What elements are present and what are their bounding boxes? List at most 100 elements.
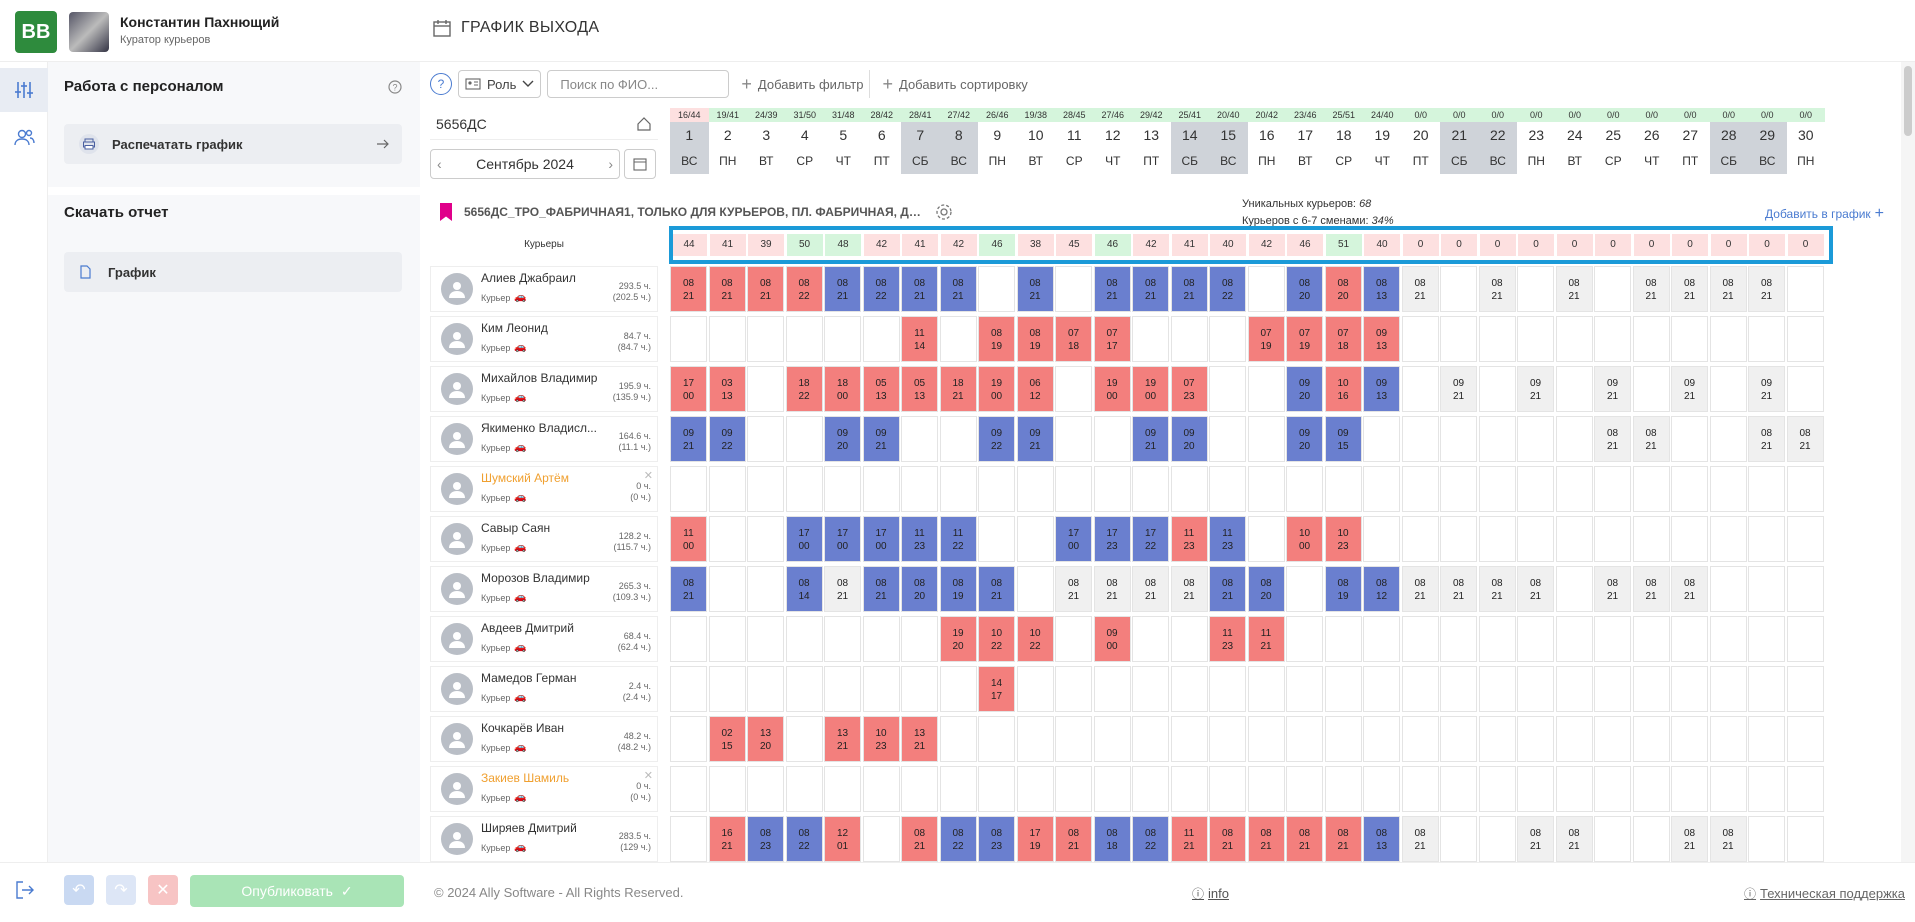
shift-cell[interactable]: 08 21: [1786, 416, 1824, 462]
shift-cell[interactable]: 08 21: [670, 266, 707, 312]
shift-cell[interactable]: 08 23: [978, 816, 1015, 862]
shift-cell-empty[interactable]: [1748, 316, 1785, 362]
shift-cell-empty[interactable]: [1363, 516, 1400, 562]
shift-cell[interactable]: 08 21: [1632, 266, 1670, 312]
shift-cell-empty[interactable]: [1401, 616, 1439, 662]
shift-cell-empty[interactable]: [747, 666, 784, 712]
shift-cell[interactable]: 08 21: [1324, 816, 1362, 862]
shift-cell[interactable]: 08 21: [1055, 816, 1092, 862]
shift-cell-empty[interactable]: [824, 666, 861, 712]
shift-cell-empty[interactable]: [1517, 666, 1554, 712]
shift-cell-empty[interactable]: [747, 566, 784, 612]
shift-cell-empty[interactable]: [1440, 416, 1477, 462]
shift-cell-empty[interactable]: [1055, 766, 1092, 812]
day-column-header[interactable]: 0/0 23 ПН: [1517, 108, 1556, 192]
shift-cell[interactable]: 08 21: [862, 566, 900, 612]
shift-cell-empty[interactable]: [1748, 666, 1785, 712]
day-column-header[interactable]: 28/42 6 ПТ: [862, 108, 901, 192]
day-column-header[interactable]: 24/40 19 ЧТ: [1363, 108, 1402, 192]
shift-cell-empty[interactable]: [1401, 416, 1439, 462]
chevron-right-icon[interactable]: ›: [608, 156, 613, 172]
shift-cell[interactable]: 08 23: [747, 816, 784, 862]
shift-cell[interactable]: 08 21: [708, 266, 746, 312]
shift-cell-empty[interactable]: [1555, 466, 1593, 512]
user-avatar[interactable]: [69, 12, 109, 52]
day-column-header[interactable]: 0/0 29 ВС: [1748, 108, 1787, 192]
shift-cell-empty[interactable]: [1170, 316, 1208, 362]
settings-sliders-button[interactable]: [0, 68, 48, 112]
shift-cell-empty[interactable]: [1594, 766, 1631, 812]
store-selector[interactable]: 5656ДС: [430, 108, 658, 140]
shift-cell-empty[interactable]: [1440, 816, 1477, 862]
shift-cell-empty[interactable]: [708, 466, 746, 512]
shift-cell[interactable]: 11 23: [1209, 516, 1246, 562]
shift-cell[interactable]: 17 19: [1016, 816, 1054, 862]
courier-info[interactable]: Закиев Шамиль Курьер 🚗 0 ч. (0 ч.) ✕: [430, 766, 658, 812]
shift-cell[interactable]: 18 21: [939, 366, 977, 412]
shift-cell-empty[interactable]: [1209, 766, 1246, 812]
role-dropdown[interactable]: Роль: [458, 70, 542, 98]
day-column-header[interactable]: 0/0 28 СБ: [1709, 108, 1748, 192]
shift-cell[interactable]: 09 20: [1286, 366, 1323, 412]
calendar-button[interactable]: [624, 149, 656, 179]
shift-cell[interactable]: 08 21: [1055, 566, 1092, 612]
shift-cell-empty[interactable]: [901, 616, 938, 662]
shift-cell[interactable]: 19 00: [978, 366, 1015, 412]
shift-cell[interactable]: 09 21: [1132, 416, 1169, 462]
shift-cell-empty[interactable]: [670, 766, 707, 812]
shift-cell[interactable]: 08 21: [1594, 416, 1631, 462]
shift-cell-empty[interactable]: [1517, 716, 1554, 762]
shift-cell-empty[interactable]: [1555, 666, 1593, 712]
shift-cell-empty[interactable]: [1748, 816, 1785, 862]
shift-cell[interactable]: 10 00: [1286, 516, 1323, 562]
shift-cell-empty[interactable]: [824, 766, 861, 812]
shift-cell-empty[interactable]: [1132, 716, 1169, 762]
shift-cell-empty[interactable]: [1247, 466, 1285, 512]
shift-cell-empty[interactable]: [978, 516, 1015, 562]
discard-button[interactable]: ✕: [148, 875, 178, 905]
shift-cell-empty[interactable]: [1132, 666, 1169, 712]
report-schedule-button[interactable]: График: [64, 252, 402, 292]
shift-cell-empty[interactable]: [670, 316, 707, 362]
shift-cell[interactable]: 07 18: [1055, 316, 1092, 362]
shift-cell-empty[interactable]: [1594, 266, 1631, 312]
shift-cell-empty[interactable]: [1786, 266, 1824, 312]
day-column-header[interactable]: 31/50 4 СР: [785, 108, 824, 192]
shift-cell-empty[interactable]: [1478, 616, 1516, 662]
shift-cell-empty[interactable]: [939, 716, 977, 762]
shift-cell-empty[interactable]: [978, 716, 1015, 762]
shift-cell-empty[interactable]: [1440, 716, 1477, 762]
shift-cell-empty[interactable]: [862, 816, 900, 862]
shift-cell[interactable]: 08 19: [1016, 316, 1054, 362]
shift-cell[interactable]: 08 21: [1132, 266, 1169, 312]
shift-cell-empty[interactable]: [1055, 266, 1092, 312]
day-column-header[interactable]: 31/48 5 ЧТ: [824, 108, 863, 192]
shift-cell[interactable]: 09 21: [1748, 366, 1785, 412]
shift-cell-empty[interactable]: [785, 716, 823, 762]
shift-cell[interactable]: 10 23: [862, 716, 900, 762]
shift-cell-empty[interactable]: [1401, 766, 1439, 812]
shift-cell-empty[interactable]: [1401, 516, 1439, 562]
shift-cell-empty[interactable]: [1286, 466, 1323, 512]
shift-cell-empty[interactable]: [1016, 566, 1054, 612]
shift-cell[interactable]: 08 21: [939, 266, 977, 312]
shift-cell-empty[interactable]: [1093, 666, 1131, 712]
shift-cell[interactable]: 07 19: [1247, 316, 1285, 362]
shift-cell-empty[interactable]: [1632, 316, 1670, 362]
shift-cell-empty[interactable]: [1632, 666, 1670, 712]
courier-info[interactable]: Якименко Владисл... Курьер 🚗 164.6 ч. (11.1 …: [430, 416, 658, 462]
courier-info[interactable]: Кочкарёв Иван Курьер 🚗 48.2 ч. (48.2 ч.): [430, 716, 658, 762]
shift-cell-empty[interactable]: [1247, 266, 1285, 312]
shift-cell-empty[interactable]: [1709, 616, 1747, 662]
shift-cell-empty[interactable]: [1671, 316, 1708, 362]
shift-cell-empty[interactable]: [939, 666, 977, 712]
shift-cell-empty[interactable]: [1132, 766, 1169, 812]
shift-cell-empty[interactable]: [670, 716, 707, 762]
shift-cell-empty[interactable]: [1247, 716, 1285, 762]
day-column-header[interactable]: 28/41 7 СБ: [901, 108, 940, 192]
shift-cell[interactable]: 05 13: [901, 366, 938, 412]
shift-cell-empty[interactable]: [670, 616, 707, 662]
shift-cell-empty[interactable]: [1517, 516, 1554, 562]
shift-cell-empty[interactable]: [1632, 516, 1670, 562]
shift-cell-empty[interactable]: [1709, 416, 1747, 462]
